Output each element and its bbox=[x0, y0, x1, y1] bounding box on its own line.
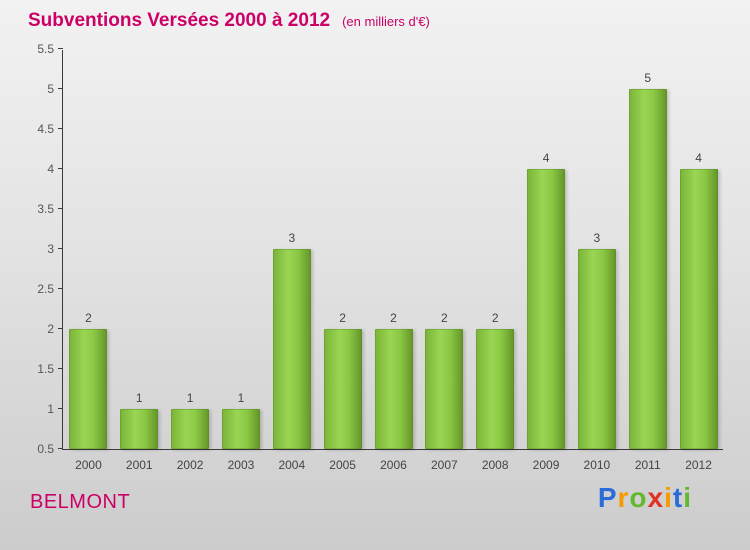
bar bbox=[374, 329, 413, 449]
x-tick-label: 2006 bbox=[380, 458, 407, 472]
y-axis-tick bbox=[58, 168, 63, 169]
bar-value-label: 2 bbox=[390, 311, 397, 325]
y-tick-label: 5 bbox=[47, 82, 54, 96]
chart-header: Subventions Versées 2000 à 2012 (en mill… bbox=[28, 10, 430, 32]
bar-value-label: 4 bbox=[542, 151, 550, 165]
bar-value-label: 4 bbox=[695, 151, 702, 165]
y-axis-tick bbox=[58, 208, 63, 209]
logo-letter: o bbox=[629, 482, 648, 513]
y-axis-tick bbox=[58, 288, 63, 289]
bar-value-label: 5 bbox=[644, 71, 652, 85]
bar bbox=[476, 329, 515, 449]
y-tick-label: 2 bbox=[47, 322, 54, 336]
x-tick-label: 2008 bbox=[481, 458, 509, 472]
y-tick-label: 3.5 bbox=[37, 202, 54, 216]
bar-value-label: 3 bbox=[593, 231, 601, 245]
bar bbox=[171, 409, 210, 449]
bar bbox=[679, 169, 718, 449]
y-axis-tick bbox=[58, 408, 63, 409]
bar bbox=[272, 249, 311, 449]
bar-value-label: 2 bbox=[441, 311, 448, 325]
x-tick-label: 2007 bbox=[430, 458, 458, 472]
chart-subtitle: (en milliers d'€) bbox=[342, 14, 430, 29]
logo-letter: i bbox=[664, 482, 673, 513]
proxiti-logo[interactable]: Proxiti bbox=[598, 482, 692, 514]
y-tick-label: 4.5 bbox=[37, 122, 54, 136]
y-axis-tick bbox=[58, 128, 63, 129]
y-axis-tick bbox=[58, 88, 63, 89]
x-tick-label: 2005 bbox=[329, 458, 356, 472]
bar bbox=[425, 329, 464, 449]
entity-name: BELMONT bbox=[30, 491, 131, 513]
bar bbox=[577, 249, 616, 449]
bar-value-label: 2 bbox=[491, 311, 499, 325]
logo-letter: i bbox=[683, 482, 692, 513]
bar-value-label: 2 bbox=[85, 311, 92, 325]
bar bbox=[628, 89, 667, 449]
logo-letter: t bbox=[672, 482, 684, 513]
y-tick-label: 2.5 bbox=[37, 282, 54, 296]
x-tick-label: 2010 bbox=[583, 458, 611, 472]
x-tick-label: 2012 bbox=[685, 458, 712, 472]
logo-letter: r bbox=[617, 482, 630, 513]
bar-value-label: 1 bbox=[186, 391, 194, 405]
bar-chart: 0.5 1 1.5 2 2.5 3 3.5 4 4.5 5 5.5 2 2000 1 2001 1 2002 1 2… bbox=[37, 42, 723, 472]
x-tick-label: 2009 bbox=[532, 458, 560, 472]
logo-letter: x bbox=[647, 482, 665, 513]
y-axis-tick bbox=[58, 328, 63, 329]
y-axis-tick bbox=[58, 368, 63, 369]
bar-value-label: 1 bbox=[237, 391, 245, 405]
y-axis-tick bbox=[58, 48, 63, 49]
y-tick-label: 4 bbox=[47, 162, 54, 176]
logo-letter: P bbox=[597, 482, 618, 513]
y-tick-label: 0.5 bbox=[37, 442, 54, 456]
bar-value-label: 1 bbox=[135, 391, 143, 405]
bar-value-label: 3 bbox=[288, 231, 296, 245]
x-tick-label: 2001 bbox=[125, 458, 153, 472]
bar bbox=[221, 409, 260, 449]
x-tick-label: 2003 bbox=[227, 458, 255, 472]
bar bbox=[323, 329, 362, 449]
y-tick-label: 1.5 bbox=[37, 362, 54, 376]
y-tick-label: 5.5 bbox=[37, 42, 54, 56]
bar bbox=[527, 169, 566, 449]
x-tick-label: 2000 bbox=[75, 458, 102, 472]
bar bbox=[120, 409, 159, 449]
y-axis-tick bbox=[58, 448, 63, 449]
x-tick-label: 2004 bbox=[278, 458, 306, 472]
y-axis-tick bbox=[58, 248, 63, 249]
x-tick-label: 2011 bbox=[634, 458, 661, 472]
chart-title: Subventions Versées 2000 à 2012 bbox=[28, 10, 331, 31]
y-tick-label: 1 bbox=[47, 402, 54, 416]
bar bbox=[69, 329, 108, 449]
y-tick-label: 3 bbox=[47, 242, 54, 256]
bar-value-label: 2 bbox=[339, 311, 346, 325]
x-tick-label: 2002 bbox=[176, 458, 204, 472]
